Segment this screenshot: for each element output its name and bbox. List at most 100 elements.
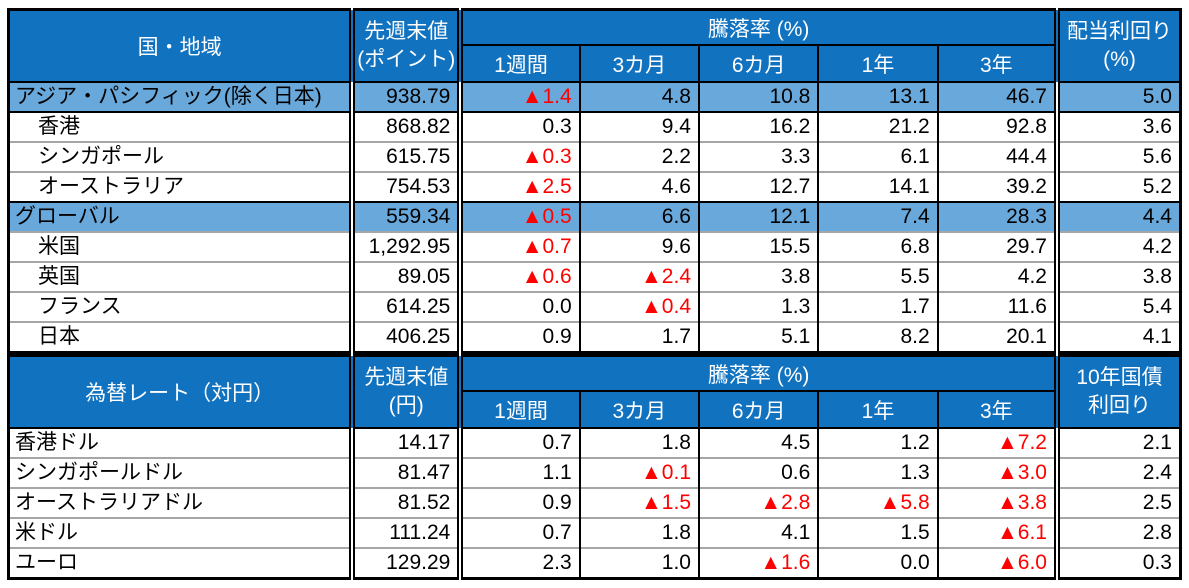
column-header-fx-pair: 為替レート（対円） bbox=[8, 355, 353, 429]
row-label: 米国 bbox=[8, 231, 353, 262]
dividend-yield-value: 4.4 bbox=[1053, 201, 1181, 232]
change-1w: 1.1 bbox=[457, 457, 580, 488]
change-1w: ▲0.3 bbox=[457, 141, 580, 172]
change-1w: ▲0.6 bbox=[457, 261, 580, 292]
fx-column-header-3years: 3年 bbox=[936, 390, 1057, 429]
table-row: 英国 89.05 ▲0.6 ▲2.4 3.8 5.5 4.2 3.8 bbox=[8, 261, 1181, 292]
change-1w: 0.7 bbox=[457, 428, 580, 458]
bond-yield-value: 2.1 bbox=[1053, 428, 1181, 458]
last-week-value: 559.34 bbox=[349, 201, 461, 232]
change-1y: 8.2 bbox=[817, 321, 938, 353]
change-3y: 46.7 bbox=[936, 82, 1057, 112]
change-6m: 3.3 bbox=[697, 141, 819, 172]
change-6m: 12.7 bbox=[697, 171, 819, 202]
change-3m: 1.7 bbox=[578, 321, 699, 353]
fx-table-header: 為替レート（対円） 先週末値 (円) 騰落率 (%) 10年国債 利回り 1週間… bbox=[8, 355, 1181, 429]
change-6m: 1.3 bbox=[697, 291, 819, 322]
column-header-3years: 3年 bbox=[936, 44, 1057, 83]
row-label: フランス bbox=[8, 291, 353, 322]
table-row: 米国 1,292.95 ▲0.7 9.6 15.5 6.8 29.7 4.2 bbox=[8, 231, 1181, 262]
change-1w: 2.3 bbox=[457, 547, 580, 579]
last-week-value: 81.47 bbox=[349, 457, 461, 488]
last-week-value: 14.17 bbox=[349, 428, 461, 458]
table-row: フランス 614.25 0.0 ▲0.4 1.3 1.7 11.6 5.4 bbox=[8, 291, 1181, 322]
row-label: シンガポールドル bbox=[8, 457, 353, 488]
change-6m: ▲2.8 bbox=[697, 487, 819, 518]
table-row: オーストラリア 754.53 ▲2.5 4.6 12.7 14.1 39.2 5.2 bbox=[8, 171, 1181, 202]
change-3m: 1.8 bbox=[578, 428, 699, 458]
change-3m: 9.6 bbox=[578, 231, 699, 262]
change-3y: 92.8 bbox=[936, 111, 1057, 142]
change-1y: 7.4 bbox=[817, 201, 938, 232]
change-1w: 0.0 bbox=[457, 291, 580, 322]
change-3m: 1.8 bbox=[578, 517, 699, 548]
dividend-yield-value: 3.6 bbox=[1053, 111, 1181, 142]
row-label: 香港 bbox=[8, 111, 353, 142]
table-row: オーストラリアドル 81.52 0.9 ▲1.5 ▲2.8 ▲5.8 ▲3.8 2.5 bbox=[8, 487, 1181, 518]
change-3y: 44.4 bbox=[936, 141, 1057, 172]
change-6m: ▲1.6 bbox=[697, 547, 819, 579]
change-3y: ▲6.0 bbox=[936, 547, 1057, 579]
change-1w: 0.9 bbox=[457, 487, 580, 518]
last-week-value: 754.53 bbox=[349, 171, 461, 202]
table-row: アジア・パシフィック(除く日本) 938.79 ▲1.4 4.8 10.8 13.1 46.… bbox=[8, 82, 1181, 112]
dividend-yield-value: 5.4 bbox=[1053, 291, 1181, 322]
table-row: 米ドル 111.24 0.7 1.8 4.1 1.5 ▲6.1 2.8 bbox=[8, 517, 1181, 548]
row-label: アジア・パシフィック(除く日本) bbox=[8, 82, 353, 112]
row-label: 米ドル bbox=[8, 517, 353, 548]
fx-column-header-1week: 1週間 bbox=[457, 390, 580, 429]
last-week-value: 111.24 bbox=[349, 517, 461, 548]
bond-yield-value: 2.4 bbox=[1053, 457, 1181, 488]
change-6m: 12.1 bbox=[697, 201, 819, 232]
change-3m: ▲2.4 bbox=[578, 261, 699, 292]
last-week-value: 615.75 bbox=[349, 141, 461, 172]
table-row: 香港 868.82 0.3 9.4 16.2 21.2 92.8 3.6 bbox=[8, 111, 1181, 142]
bond-yield-value: 2.8 bbox=[1053, 517, 1181, 548]
dividend-yield-value: 4.2 bbox=[1053, 231, 1181, 262]
table-row: グローバル 559.34 ▲0.5 6.6 12.1 7.4 28.3 4.4 bbox=[8, 201, 1181, 232]
change-3y: ▲3.8 bbox=[936, 487, 1057, 518]
change-6m: 4.1 bbox=[697, 517, 819, 548]
change-6m: 10.8 bbox=[697, 82, 819, 112]
column-header-dividend-yield: 配当利回り (%) bbox=[1053, 9, 1181, 83]
change-1y: 21.2 bbox=[817, 111, 938, 142]
column-header-fx-change-rate: 騰落率 (%) bbox=[457, 355, 1057, 391]
change-6m: 5.1 bbox=[697, 321, 819, 353]
bond-yield-value: 2.5 bbox=[1053, 487, 1181, 518]
change-1y: 0.0 bbox=[817, 547, 938, 579]
column-header-1year: 1年 bbox=[817, 44, 938, 83]
stock-table-header: 国・地域 先週末値 (ポイント) 騰落率 (%) 配当利回り (%) 1週間 3… bbox=[8, 9, 1181, 83]
bond-yield-line2: 利回り bbox=[1087, 394, 1151, 417]
change-3y: ▲7.2 bbox=[936, 428, 1057, 458]
fx-column-header-6months: 6カ月 bbox=[697, 390, 819, 429]
change-6m: 0.6 bbox=[697, 457, 819, 488]
last-week-value: 614.25 bbox=[349, 291, 461, 322]
fx-last-week-value-line1: 先週末値 bbox=[364, 366, 449, 389]
change-1w: 0.7 bbox=[457, 517, 580, 548]
change-1y: 1.2 bbox=[817, 428, 938, 458]
table-row: シンガポール 615.75 ▲0.3 2.2 3.3 6.1 44.4 5.6 bbox=[8, 141, 1181, 172]
change-3y: 28.3 bbox=[936, 201, 1057, 232]
change-6m: 4.5 bbox=[697, 428, 819, 458]
last-week-value: 868.82 bbox=[349, 111, 461, 142]
last-week-value: 406.25 bbox=[349, 321, 461, 353]
change-1y: 14.1 bbox=[817, 171, 938, 202]
stock-table-body: アジア・パシフィック(除く日本) 938.79 ▲1.4 4.8 10.8 13.1 46.… bbox=[8, 82, 1181, 353]
last-week-value-line2: (ポイント) bbox=[357, 48, 456, 71]
change-1w: 0.9 bbox=[457, 321, 580, 353]
bond-yield-value: 0.3 bbox=[1053, 547, 1181, 579]
last-week-value: 81.52 bbox=[349, 487, 461, 518]
dividend-yield-value: 4.1 bbox=[1053, 321, 1181, 353]
change-6m: 16.2 bbox=[697, 111, 819, 142]
row-label: ユーロ bbox=[8, 547, 353, 579]
last-week-value: 1,292.95 bbox=[349, 231, 461, 262]
change-1y: 1.5 bbox=[817, 517, 938, 548]
change-1y: 5.5 bbox=[817, 261, 938, 292]
dividend-yield-value: 5.6 bbox=[1053, 141, 1181, 172]
table-row: ユーロ 129.29 2.3 1.0 ▲1.6 0.0 ▲6.0 0.3 bbox=[8, 547, 1181, 579]
column-header-1week: 1週間 bbox=[457, 44, 580, 83]
change-1y: 1.7 bbox=[817, 291, 938, 322]
row-label: シンガポール bbox=[8, 141, 353, 172]
row-label: オーストラリアドル bbox=[8, 487, 353, 518]
